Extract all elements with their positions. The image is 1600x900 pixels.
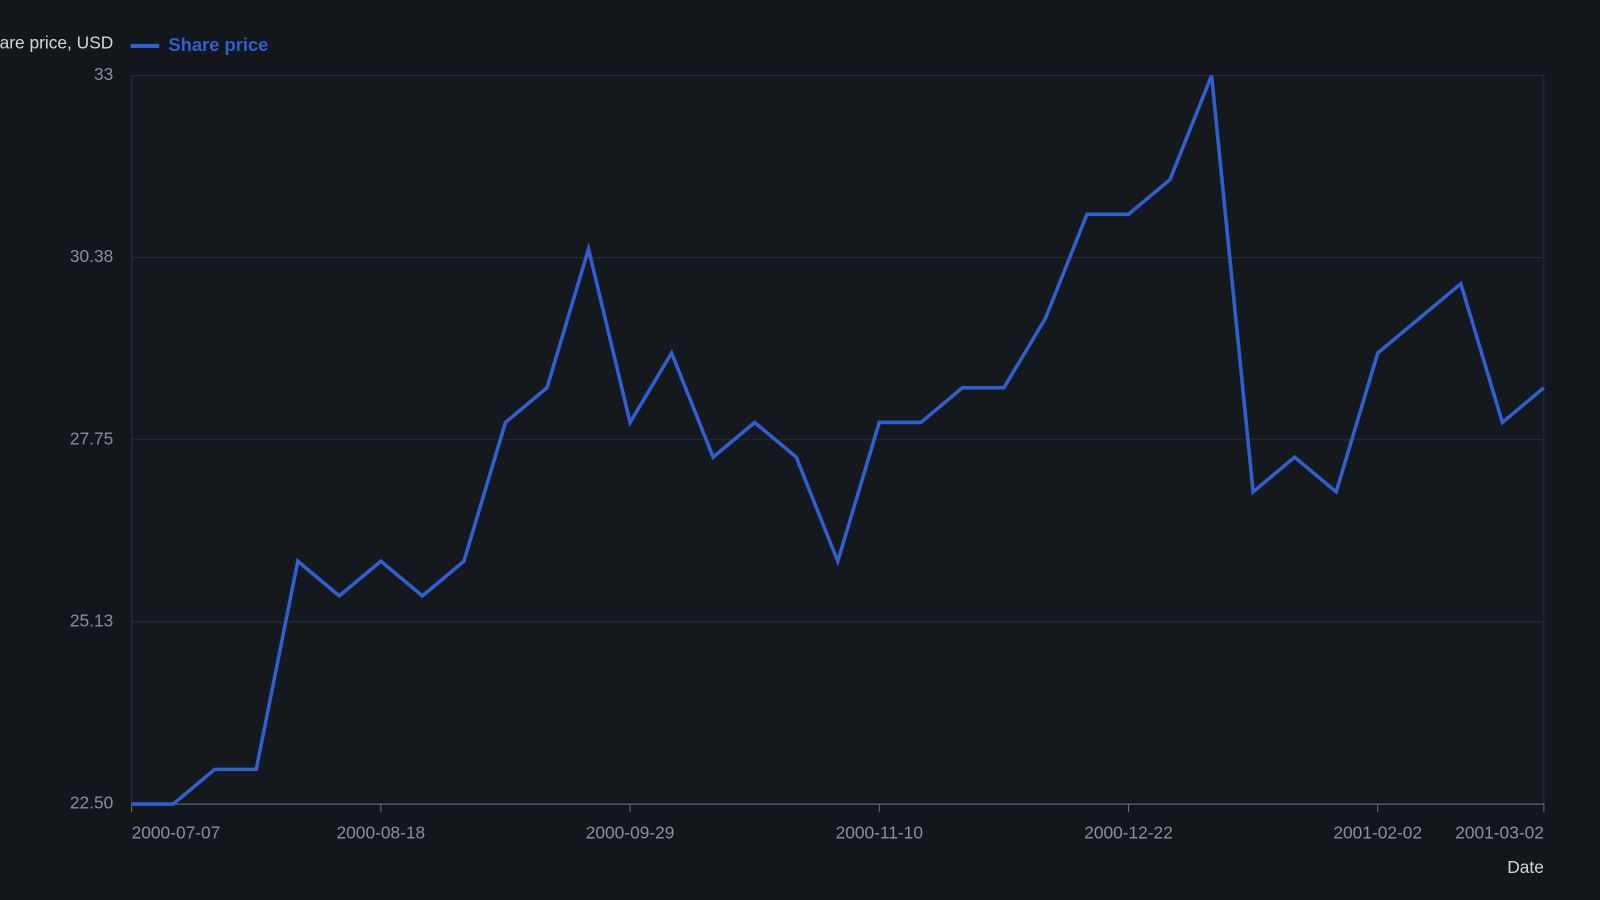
price-line bbox=[131, 74, 1546, 806]
x-tick-label: 2000-12-22 bbox=[1084, 822, 1173, 842]
legend-entry: Share price bbox=[168, 34, 268, 55]
x-tick-label: 2001-03-02 bbox=[1455, 822, 1544, 842]
x-tick-label: 2000-09-29 bbox=[586, 822, 675, 842]
x-tick-label: 2000-08-18 bbox=[337, 822, 426, 842]
x-tick-label: 2001-02-02 bbox=[1333, 822, 1422, 842]
x-tick-label: 2000-11-10 bbox=[836, 822, 923, 842]
y-axis-label: Share price, USD bbox=[0, 32, 113, 52]
y-tick-label: 25.13 bbox=[70, 611, 113, 631]
x-axis-label: Date bbox=[1507, 857, 1544, 877]
y-tick-label: 22.50 bbox=[70, 793, 113, 813]
y-tick-label: 30.38 bbox=[70, 246, 113, 266]
y-tick-label: 33 bbox=[94, 64, 113, 84]
x-tick-label: 2000-07-07 bbox=[132, 822, 221, 842]
y-tick-label: 27.75 bbox=[70, 428, 113, 448]
